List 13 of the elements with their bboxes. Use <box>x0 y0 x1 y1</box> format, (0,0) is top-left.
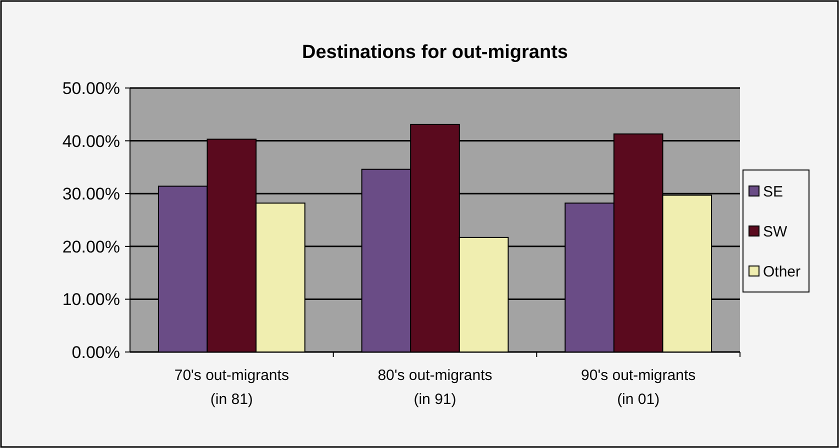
legend-label: SW <box>763 223 788 240</box>
y-tick-label: 0.00% <box>72 342 120 362</box>
y-tick-label: 10.00% <box>62 290 120 310</box>
x-tick-label: 80's out-migrants (in 91) <box>378 367 492 408</box>
y-tick-label: 30.00% <box>62 184 120 204</box>
y-tick-label: 40.00% <box>62 132 120 151</box>
y-tick-label: 20.00% <box>62 237 120 256</box>
chart-title: Destinations for out-migrants <box>302 42 568 63</box>
x-tick-label: 90's out-migrants (in 01) <box>581 367 696 408</box>
legend-label: SE <box>763 183 784 200</box>
y-tick-label: 50.00% <box>62 78 120 98</box>
x-tick-label: 70's out-migrants (in 81) <box>174 367 289 408</box>
legend-label: Other <box>763 263 801 280</box>
